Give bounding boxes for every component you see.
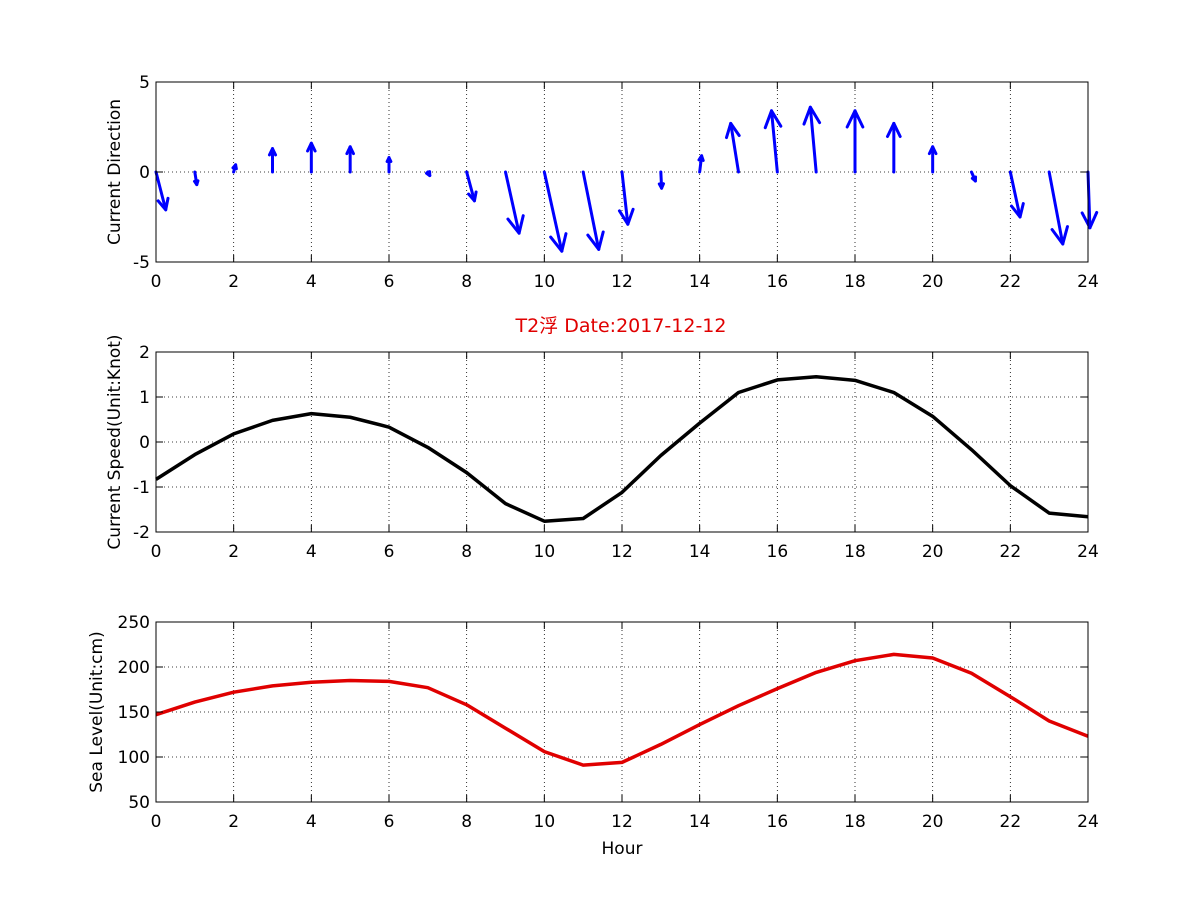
arrow-8 — [465, 170, 478, 203]
y-tick-label: -5 — [133, 253, 150, 273]
arrow-6 — [385, 156, 393, 174]
arrow-21 — [970, 170, 978, 183]
x-tick-label: 20 — [922, 542, 944, 562]
x-tick-label: 18 — [844, 542, 866, 562]
arrow-5 — [345, 145, 355, 174]
arrow-1 — [193, 170, 200, 187]
y-tick-label: 2 — [139, 343, 150, 363]
x-tick-label: 18 — [844, 272, 866, 292]
x-tick-label: 8 — [461, 812, 472, 832]
x-tick-label: 12 — [611, 272, 633, 292]
arrow-23 — [1047, 170, 1069, 246]
arrow-20 — [927, 145, 938, 174]
arrow-22 — [1008, 170, 1025, 219]
series-line-3 — [155, 652, 1089, 767]
arrow-12 — [617, 170, 635, 226]
y-tick-label: 200 — [118, 658, 150, 678]
y-tick-label: 0 — [139, 433, 150, 453]
x-tick-label: 20 — [922, 812, 944, 832]
y-tick-label: 5 — [139, 73, 150, 93]
arrow-11 — [581, 170, 605, 251]
x-tick-label: 22 — [1000, 272, 1022, 292]
x-tick-label: 16 — [767, 812, 789, 832]
x-tick-label: 16 — [767, 272, 789, 292]
y-axis-label: Current Direction — [105, 99, 125, 245]
figure-title: T2浮 Date:2017-12-12 — [515, 315, 727, 337]
arrow-7 — [425, 170, 432, 178]
x-tick-label: 6 — [384, 272, 395, 292]
arrow-0 — [154, 170, 170, 212]
x-tick-label: 22 — [1000, 542, 1022, 562]
arrow-18 — [845, 109, 865, 174]
y-tick-label: -1 — [133, 478, 150, 498]
arrow-17 — [802, 105, 822, 174]
y-tick-label: 100 — [118, 748, 150, 768]
x-tick-label: 22 — [1000, 812, 1022, 832]
x-tick-label: 10 — [534, 542, 556, 562]
x-tick-label: 12 — [611, 812, 633, 832]
x-tick-label: 12 — [611, 542, 633, 562]
arrow-19 — [885, 121, 902, 174]
x-tick-label: 24 — [1077, 542, 1099, 562]
series-line-2 — [155, 375, 1089, 523]
y-tick-label: 0 — [139, 163, 150, 183]
arrow-2 — [231, 163, 238, 174]
x-tick-label: 8 — [461, 272, 472, 292]
arrow-10 — [542, 170, 568, 253]
arrow-13 — [657, 170, 666, 190]
arrow-3 — [267, 147, 278, 174]
arrow-16 — [763, 109, 783, 174]
x-tick-label: 4 — [306, 272, 317, 292]
x-tick-label: 8 — [461, 542, 472, 562]
y-tick-label: 1 — [139, 388, 150, 408]
x-tick-label: 0 — [151, 812, 162, 832]
x-tick-label: 20 — [922, 272, 944, 292]
arrow-4 — [306, 141, 317, 174]
x-tick-label: 4 — [306, 812, 317, 832]
y-axis-label: Current Speed(Unit:Knot) — [105, 334, 125, 549]
y-tick-label: -2 — [133, 523, 150, 543]
x-tick-label: 24 — [1077, 812, 1099, 832]
x-tick-label: 0 — [151, 542, 162, 562]
arrow-15 — [724, 121, 741, 174]
x-tick-label: 14 — [689, 812, 711, 832]
x-tick-label: 14 — [689, 272, 711, 292]
x-tick-label: 2 — [228, 812, 239, 832]
x-tick-label: 18 — [844, 812, 866, 832]
x-tick-label: 6 — [384, 542, 395, 562]
x-tick-label: 24 — [1077, 272, 1099, 292]
x-tick-label: 14 — [689, 542, 711, 562]
x-tick-label: 10 — [534, 812, 556, 832]
x-axis-label: Hour — [602, 839, 643, 859]
x-tick-label: 0 — [151, 272, 162, 292]
x-tick-label: 6 — [384, 812, 395, 832]
x-tick-label: 2 — [228, 272, 239, 292]
x-tick-label: 16 — [767, 542, 789, 562]
y-axis-label: Sea Level(Unit:cm) — [87, 631, 107, 792]
x-tick-label: 4 — [306, 542, 317, 562]
arrow-9 — [504, 170, 525, 235]
x-tick-label: 10 — [534, 272, 556, 292]
y-tick-label: 50 — [128, 793, 150, 813]
y-tick-label: 250 — [118, 613, 150, 633]
y-tick-label: 150 — [118, 703, 150, 723]
arrow-14 — [697, 154, 705, 174]
x-tick-label: 2 — [228, 542, 239, 562]
